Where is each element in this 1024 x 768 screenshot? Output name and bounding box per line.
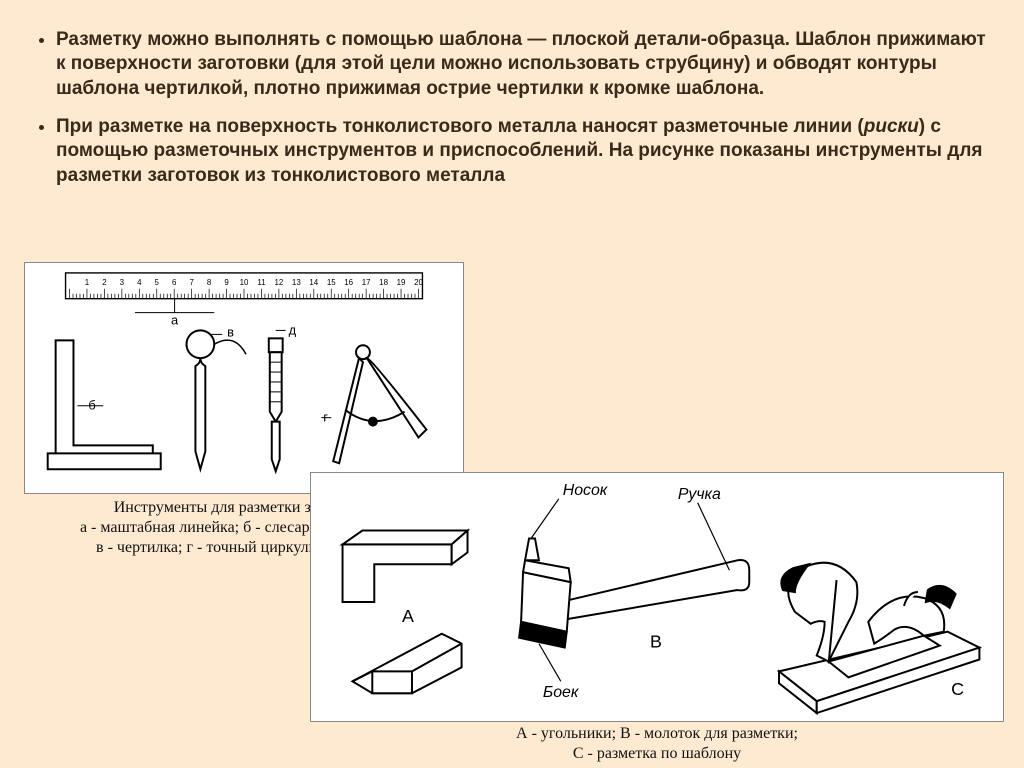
svg-text:18: 18 — [379, 278, 388, 287]
svg-text:12: 12 — [274, 278, 283, 287]
label-a: а — [171, 312, 179, 327]
figure-tools-svg: 1234567891011121314151617181920 а б в — [25, 263, 463, 493]
svg-text:15: 15 — [327, 278, 336, 287]
svg-text:9: 9 — [224, 278, 229, 287]
svg-text:20: 20 — [414, 278, 423, 287]
svg-text:10: 10 — [240, 278, 249, 287]
label-g: г — [323, 410, 328, 425]
bullet-2: При разметке на поверхность тонколистово… — [56, 115, 988, 188]
svg-text:16: 16 — [344, 278, 353, 287]
svg-text:2: 2 — [102, 278, 106, 287]
label-v: в — [227, 324, 234, 339]
label-C: С — [951, 679, 964, 699]
figure-marking: А Носок Ручка Боек В — [310, 472, 1004, 722]
svg-text:1: 1 — [85, 278, 90, 287]
svg-text:14: 14 — [309, 278, 318, 287]
bullet-2-pre: При разметке на поверхность тонколистово… — [56, 116, 864, 137]
svg-text:19: 19 — [397, 278, 406, 287]
label-ruchka: Ручка — [678, 486, 721, 503]
label-A: А — [402, 606, 414, 626]
bullet-list: Разметку можно выполнять с помощью шабло… — [0, 0, 1024, 212]
svg-text:11: 11 — [257, 278, 266, 287]
label-nosok: Носок — [563, 482, 608, 499]
label-B: В — [650, 632, 662, 652]
svg-text:6: 6 — [172, 278, 177, 287]
label-d: д — [289, 322, 297, 337]
figure-marking-caption: А - угольники; В - молоток для разметки;… — [310, 724, 1004, 764]
cap2-l1: А - угольники; В - молоток для разметки; — [516, 725, 798, 742]
svg-text:17: 17 — [362, 278, 371, 287]
svg-text:5: 5 — [155, 278, 160, 287]
svg-text:7: 7 — [189, 278, 193, 287]
figure-marking-svg: А Носок Ручка Боек В — [311, 473, 1003, 721]
label-boek: Боек — [543, 684, 579, 701]
svg-text:8: 8 — [207, 278, 212, 287]
svg-text:4: 4 — [137, 278, 142, 287]
svg-text:3: 3 — [120, 278, 125, 287]
bullet-2-em: риски — [864, 116, 919, 137]
figure-tools: 1234567891011121314151617181920 а б в — [24, 262, 464, 494]
label-b: б — [88, 398, 95, 413]
cap2-l2: С - разметка по шаблону — [573, 745, 741, 762]
bullet-1: Разметку можно выполнять с помощью шабло… — [56, 28, 988, 101]
svg-text:13: 13 — [292, 278, 301, 287]
